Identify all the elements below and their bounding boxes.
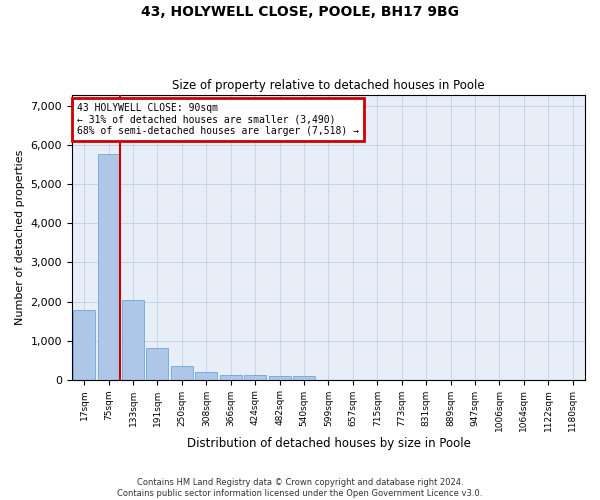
Bar xyxy=(195,372,217,380)
Text: Contains HM Land Registry data © Crown copyright and database right 2024.
Contai: Contains HM Land Registry data © Crown c… xyxy=(118,478,482,498)
X-axis label: Distribution of detached houses by size in Poole: Distribution of detached houses by size … xyxy=(187,437,470,450)
Bar xyxy=(244,376,266,380)
Bar xyxy=(73,310,95,380)
Bar xyxy=(98,154,119,380)
Bar xyxy=(269,376,290,380)
Text: 43 HOLYWELL CLOSE: 90sqm
← 31% of detached houses are smaller (3,490)
68% of sem: 43 HOLYWELL CLOSE: 90sqm ← 31% of detach… xyxy=(77,103,359,136)
Title: Size of property relative to detached houses in Poole: Size of property relative to detached ho… xyxy=(172,79,485,92)
Bar xyxy=(122,300,144,380)
Bar xyxy=(293,376,315,380)
Y-axis label: Number of detached properties: Number of detached properties xyxy=(15,150,25,325)
Bar xyxy=(220,375,242,380)
Bar xyxy=(171,366,193,380)
Text: 43, HOLYWELL CLOSE, POOLE, BH17 9BG: 43, HOLYWELL CLOSE, POOLE, BH17 9BG xyxy=(141,5,459,19)
Bar xyxy=(146,348,169,380)
